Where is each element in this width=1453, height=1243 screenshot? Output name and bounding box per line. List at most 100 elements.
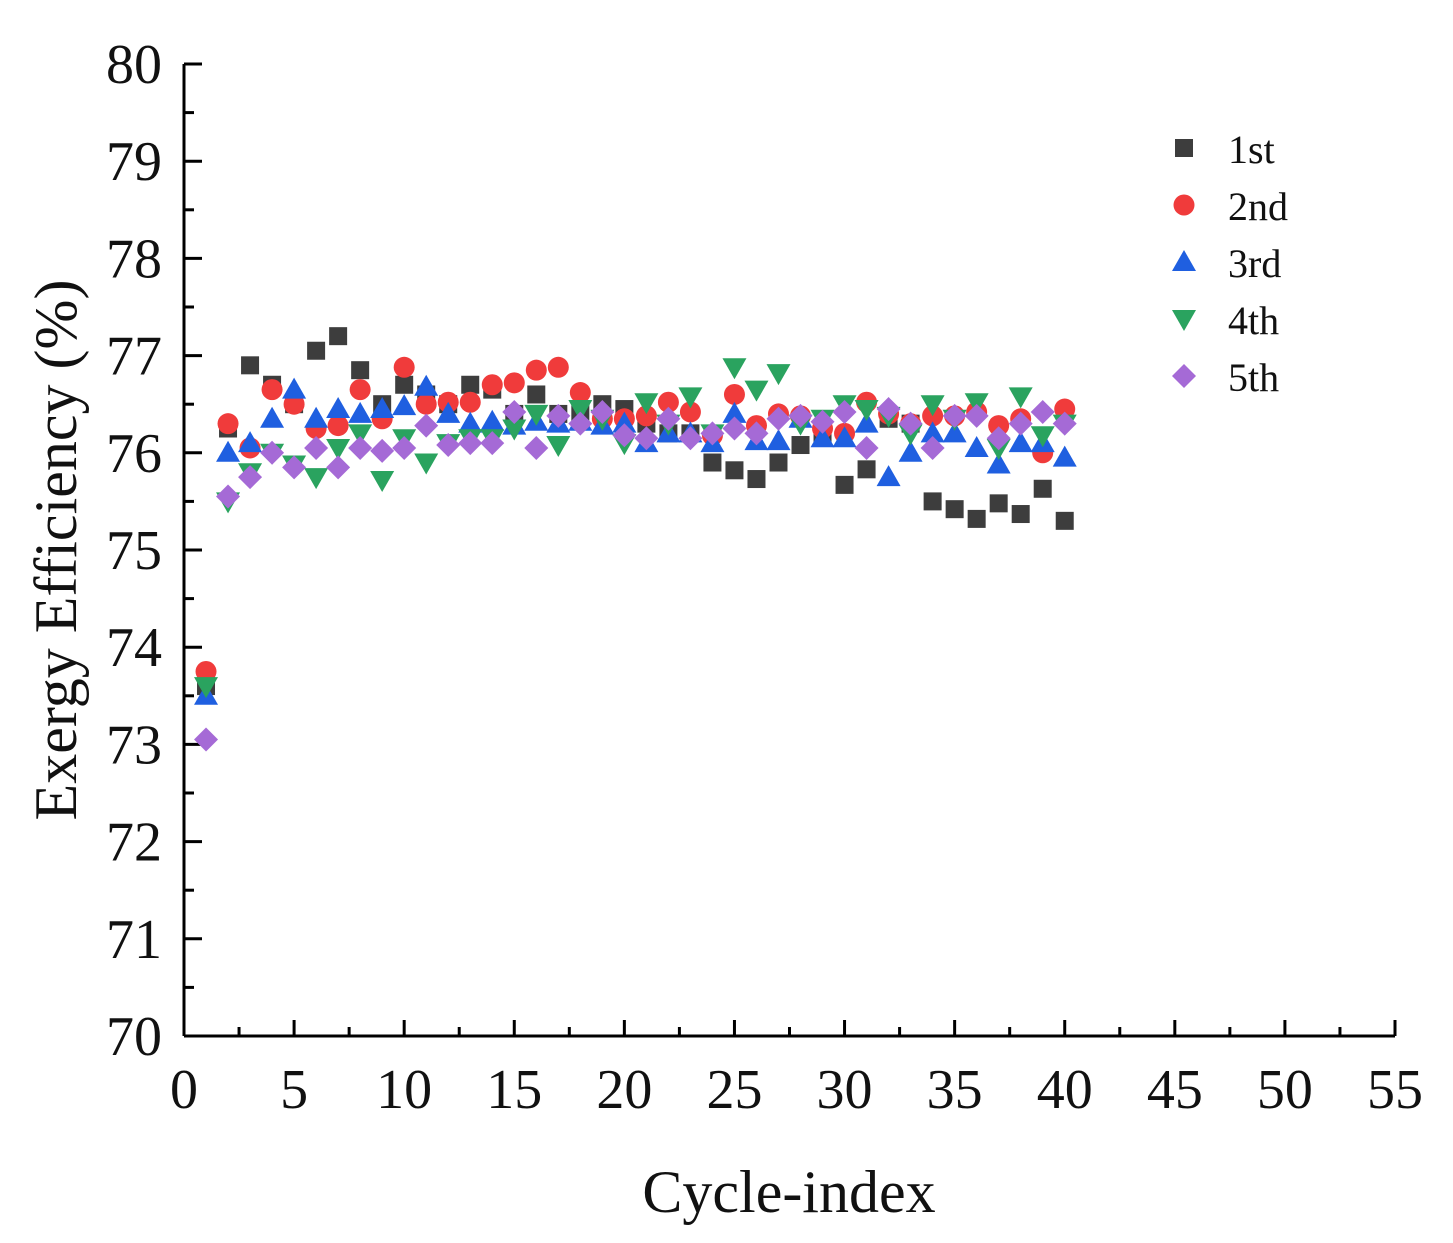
- y-tick-label: 80: [106, 34, 162, 96]
- data-point: [964, 393, 989, 415]
- data-point: [898, 440, 923, 462]
- data-point: [634, 426, 659, 451]
- data-point: [260, 406, 285, 428]
- x-tick-label: 45: [1147, 1059, 1203, 1121]
- data-point: [307, 341, 326, 360]
- data-point: [282, 377, 307, 399]
- data-point: [415, 393, 437, 415]
- data-point: [923, 492, 942, 511]
- data-point: [1030, 399, 1055, 424]
- data-point: [791, 436, 810, 455]
- data-point: [1008, 431, 1033, 453]
- data-point: [461, 375, 480, 394]
- legend: 1st 2nd 3rd 4th 5th: [1172, 127, 1288, 400]
- data-point: [502, 419, 527, 441]
- legend-marker: [1172, 250, 1196, 271]
- data-point: [788, 403, 813, 428]
- data-point: [612, 423, 637, 448]
- data-point: [986, 426, 1011, 451]
- data-point: [568, 411, 593, 436]
- data-point: [217, 413, 239, 435]
- data-point: [723, 383, 745, 405]
- data-point: [393, 356, 415, 378]
- data-point: [766, 429, 791, 451]
- data-point: [194, 677, 219, 699]
- data-point: [458, 431, 483, 456]
- legend-item: 2nd: [1173, 184, 1288, 229]
- data-point: [348, 401, 373, 423]
- series-4th: [194, 358, 1077, 699]
- data-point: [832, 426, 857, 448]
- data-point: [854, 435, 879, 460]
- y-ticks: 70 71 72 73 74 75 76 77 78 79 80: [106, 34, 202, 1068]
- series-1st: [197, 327, 1074, 696]
- data-point: [194, 727, 219, 752]
- data-point: [348, 435, 373, 460]
- x-tick-label: 55: [1367, 1059, 1423, 1121]
- data-point: [1055, 511, 1074, 530]
- legend-marker: [1173, 194, 1195, 216]
- data-point: [436, 401, 461, 423]
- data-point: [986, 452, 1011, 474]
- data-point: [854, 411, 879, 433]
- y-tick-label: 78: [106, 228, 162, 290]
- data-point: [370, 397, 395, 419]
- data-point: [392, 394, 417, 416]
- data-point: [678, 426, 703, 451]
- data-point: [503, 372, 525, 394]
- data-point: [414, 413, 439, 438]
- data-point: [1008, 411, 1033, 436]
- data-point: [502, 399, 527, 424]
- data-point: [282, 455, 307, 480]
- legend-marker: [1172, 364, 1196, 388]
- data-point: [395, 375, 414, 394]
- x-tick-label: 0: [170, 1059, 198, 1121]
- data-point: [678, 387, 703, 409]
- data-point: [481, 374, 503, 396]
- data-point: [722, 358, 747, 380]
- y-tick-label: 76: [106, 423, 162, 485]
- x-tick-label: 30: [817, 1059, 873, 1121]
- data-point: [216, 440, 241, 462]
- data-point: [722, 401, 747, 423]
- legend-item: 4th: [1172, 298, 1279, 343]
- y-axis-title: Exergy Efficiency (%): [23, 280, 89, 821]
- x-tick-label: 50: [1257, 1059, 1313, 1121]
- legend-item: 1st: [1175, 127, 1275, 172]
- x-tick-label: 5: [280, 1059, 308, 1121]
- data-point: [414, 453, 439, 475]
- data-point: [329, 327, 348, 346]
- data-point: [304, 468, 329, 490]
- data-point: [769, 453, 788, 472]
- data-point: [241, 356, 260, 375]
- data-point: [304, 435, 329, 460]
- data-point: [744, 421, 769, 446]
- y-tick-label: 72: [106, 812, 162, 874]
- data-point: [480, 431, 505, 456]
- data-point: [876, 397, 901, 422]
- data-point: [1052, 445, 1077, 467]
- data-points: [194, 327, 1077, 752]
- y-tick-label: 75: [106, 520, 162, 582]
- legend-item: 5th: [1172, 355, 1279, 400]
- data-point: [216, 484, 241, 509]
- data-point: [832, 399, 857, 424]
- legend-marker: [1172, 310, 1196, 331]
- data-point: [1052, 411, 1077, 436]
- series-3rd: [194, 374, 1077, 705]
- data-point: [459, 391, 481, 413]
- data-point: [945, 500, 964, 519]
- data-point: [260, 440, 285, 465]
- data-point: [590, 399, 615, 424]
- data-point: [920, 435, 945, 460]
- data-point: [546, 436, 571, 458]
- data-point: [722, 416, 747, 441]
- data-point: [744, 380, 769, 402]
- data-point: [261, 379, 283, 401]
- data-point: [703, 453, 722, 472]
- legend-label: 1st: [1228, 127, 1275, 172]
- data-point: [326, 397, 351, 419]
- data-point: [898, 411, 923, 436]
- y-tick-label: 79: [106, 131, 162, 193]
